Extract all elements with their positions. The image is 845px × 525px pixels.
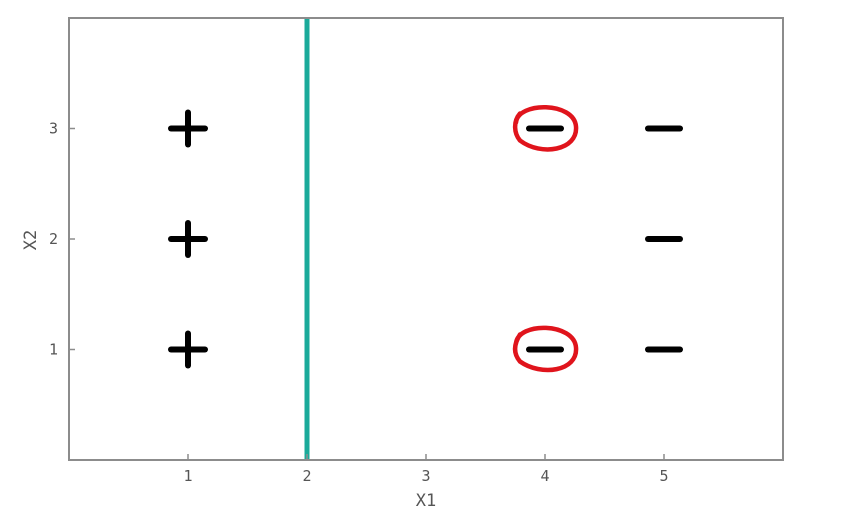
- positive-point-marker: [168, 330, 208, 369]
- x-tick-label: 2: [302, 467, 311, 485]
- positive-point-marker: [168, 109, 208, 148]
- y-tick-label: 2: [49, 230, 58, 248]
- support-vector-circle: [512, 105, 579, 152]
- x-tick-label: 1: [183, 467, 192, 485]
- x-tick-label: 4: [540, 467, 549, 485]
- y-tick-label: 3: [49, 120, 58, 138]
- x-axis-label: X1: [416, 491, 436, 511]
- x-tick-label: 3: [421, 467, 430, 485]
- x-tick-label: 5: [659, 467, 668, 485]
- y-tick-label: 1: [49, 341, 58, 359]
- y-axis-label: X2: [21, 230, 41, 250]
- support-vector-circle: [512, 325, 579, 373]
- positive-point-marker: [168, 220, 208, 258]
